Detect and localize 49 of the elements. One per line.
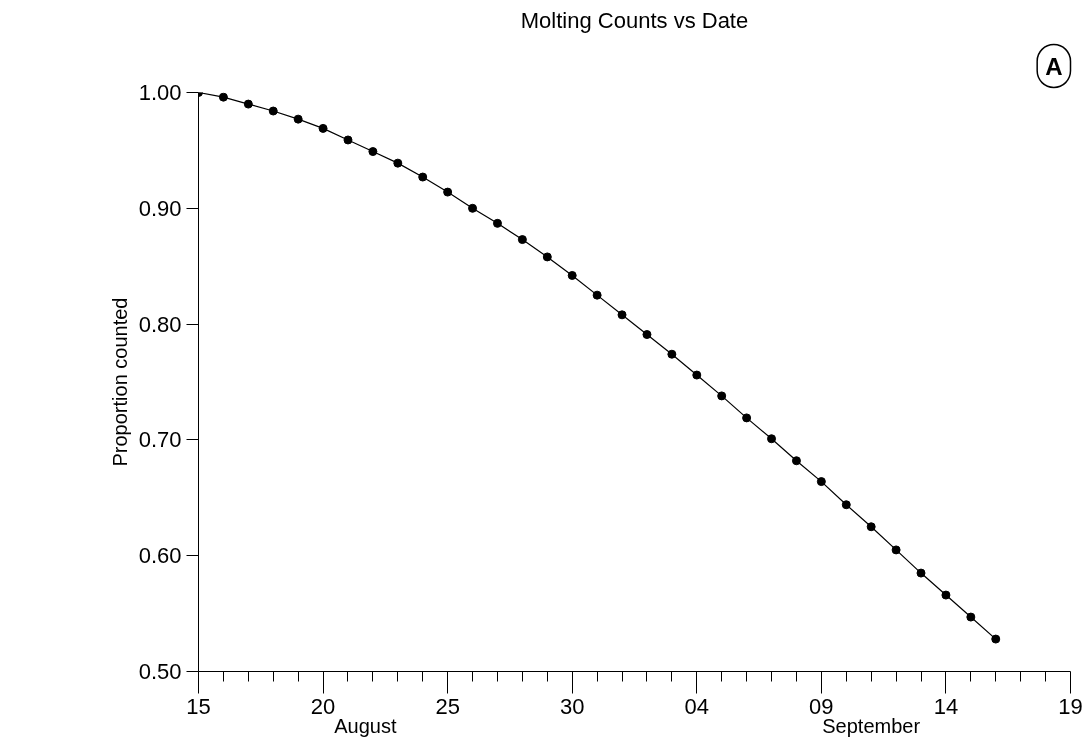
y-tick-label: 0.50 xyxy=(138,659,182,684)
x-tick-label: 25 xyxy=(435,693,460,719)
x-tick-label: 15 xyxy=(186,693,211,719)
x-tick-label: 14 xyxy=(933,693,959,719)
point xyxy=(418,172,428,182)
x-tick-label: 20 xyxy=(310,693,336,719)
point xyxy=(966,612,976,622)
y-tick-label: 0.60 xyxy=(138,543,182,569)
point xyxy=(866,522,876,532)
point xyxy=(941,590,951,600)
y-tick-label: 0.90 xyxy=(138,195,182,221)
y-tick-label: 1.00 xyxy=(138,80,182,105)
point xyxy=(343,135,353,145)
point xyxy=(443,187,453,197)
text: A xyxy=(1045,52,1063,80)
point xyxy=(617,310,627,320)
x-tick-label: 19 xyxy=(1058,693,1083,719)
point xyxy=(468,203,478,213)
point xyxy=(492,218,502,228)
point xyxy=(667,349,677,359)
point xyxy=(592,290,602,300)
point xyxy=(742,413,752,423)
point xyxy=(243,99,253,109)
point xyxy=(767,434,777,444)
point xyxy=(517,235,527,245)
x-tick-label: 04 xyxy=(684,693,710,719)
point xyxy=(567,270,577,280)
point xyxy=(991,634,1001,644)
point xyxy=(393,158,403,168)
point xyxy=(717,391,727,401)
point xyxy=(816,477,826,487)
point xyxy=(692,370,702,380)
y-tick-label: 0.70 xyxy=(138,427,182,453)
text: August xyxy=(334,714,397,737)
point xyxy=(368,147,378,157)
x-tick-label: 30 xyxy=(559,693,585,719)
chart-title: Molting Counts vs Date xyxy=(520,7,749,33)
point xyxy=(218,92,228,102)
point xyxy=(642,330,652,340)
point xyxy=(542,252,552,262)
y-axis-title: Proportion counted xyxy=(108,297,131,467)
point xyxy=(916,568,926,578)
point xyxy=(318,123,328,133)
point xyxy=(293,114,303,124)
point xyxy=(268,106,278,116)
point xyxy=(791,456,801,466)
point xyxy=(841,500,851,510)
point xyxy=(891,545,901,555)
y-tick-label: 0.80 xyxy=(138,311,182,337)
